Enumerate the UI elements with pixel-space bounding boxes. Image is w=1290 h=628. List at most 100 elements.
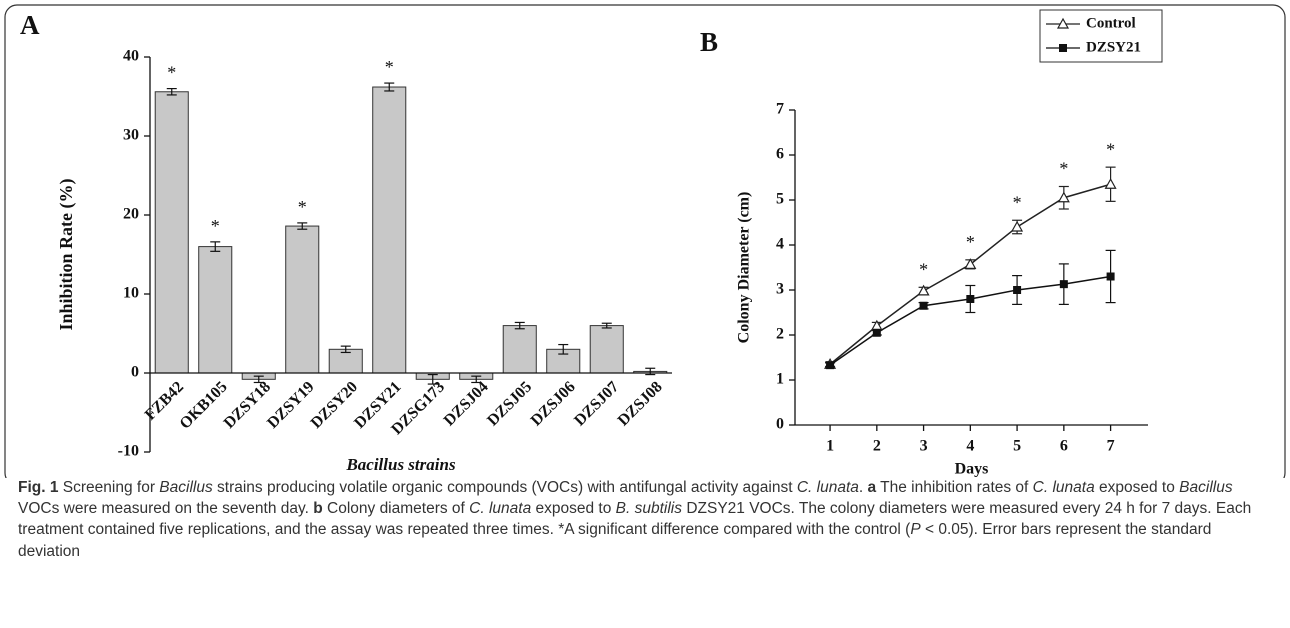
x-tick-label: 6 <box>1060 438 1068 455</box>
bar <box>589 325 624 374</box>
error-bar <box>427 373 438 385</box>
caption-text: Screening for <box>58 479 160 496</box>
bar <box>198 246 233 374</box>
caption-text: C. lunata <box>1032 479 1095 496</box>
x-tick-label: 7 <box>1107 438 1115 455</box>
point <box>1106 272 1115 281</box>
bar <box>502 325 537 374</box>
point <box>826 361 835 370</box>
x-tick-label: DZSY18 <box>221 378 275 432</box>
x-tick-label: 5 <box>1013 438 1021 455</box>
caption-text: strains producing volatile organic compo… <box>212 479 797 496</box>
panel-label: A <box>20 10 40 40</box>
x-tick-label: DZSY19 <box>264 378 318 432</box>
caption-text: B. subtilis <box>615 500 683 518</box>
y-tick-label: 1 <box>776 371 784 388</box>
point <box>1011 220 1024 232</box>
caption-text: The inhibition rates of <box>876 479 1033 496</box>
caption-text: C. lunata <box>796 479 859 496</box>
y-tick-label: 4 <box>776 236 784 253</box>
point <box>917 284 930 296</box>
significance-mark: * <box>1106 139 1115 159</box>
caption-text: < 0.05). Error bars represent the standa… <box>18 521 1212 560</box>
significance-mark: * <box>1059 159 1068 179</box>
point <box>1013 286 1022 294</box>
error-bar <box>601 322 612 329</box>
caption-text: VOCs were measured on the seventh day. <box>18 500 314 518</box>
caption: Fig. 1 Screening for Bacillus strains pr… <box>18 477 1276 562</box>
significance-mark: * <box>1013 192 1022 212</box>
legend-box <box>1039 9 1163 63</box>
y-tick-label: 20 <box>123 206 139 223</box>
significance-mark: * <box>966 232 975 252</box>
bar <box>372 86 407 374</box>
y-tick-label: 5 <box>776 191 784 208</box>
y-tick-label: 40 <box>123 48 139 65</box>
legend-marker <box>1059 44 1067 52</box>
error-bar <box>297 222 308 230</box>
caption-text: Bacillus <box>159 479 213 496</box>
bar <box>154 91 189 374</box>
caption-text: . <box>858 479 868 496</box>
significance-mark: * <box>385 57 394 77</box>
bar <box>285 225 320 374</box>
point <box>1104 178 1117 189</box>
point <box>919 301 928 310</box>
y-tick-label: 3 <box>776 281 784 298</box>
caption-text: Colony diameters of <box>322 500 470 518</box>
x-tick-label: DZSJ07 <box>571 378 622 429</box>
error-bar <box>514 321 525 330</box>
caption-text: exposed to <box>531 500 616 518</box>
caption-text: Bacillus <box>1179 479 1233 496</box>
figure-frame <box>4 4 1286 478</box>
error-bar <box>210 241 221 252</box>
x-tick-label: 1 <box>826 438 834 455</box>
caption-text: Fig. 1 <box>18 479 59 496</box>
point <box>1057 191 1070 203</box>
point <box>1059 280 1068 289</box>
y-axis-title: Inhibition Rate (%) <box>56 178 77 330</box>
error-bar <box>558 343 569 355</box>
caption-text: b <box>313 500 323 518</box>
x-tick-label: 4 <box>966 438 974 455</box>
y-tick-label: 0 <box>776 416 784 433</box>
error-bar <box>471 375 482 384</box>
legend-marker <box>1056 17 1070 29</box>
significance-mark: * <box>167 63 176 83</box>
error-bar <box>253 375 264 384</box>
legend-label: DZSY21 <box>1086 39 1141 55</box>
x-tick-label: 3 <box>920 438 928 455</box>
x-tick-label: 2 <box>873 438 881 455</box>
x-tick-label: DZSJ04 <box>441 378 492 429</box>
significance-mark: * <box>298 197 307 217</box>
x-tick-label: DZSJ06 <box>528 378 579 429</box>
series-line <box>829 183 1111 365</box>
caption-text: C. lunata <box>469 500 532 518</box>
point <box>872 328 881 337</box>
x-tick-label: OKB105 <box>177 378 231 432</box>
caption-text: a <box>867 479 877 496</box>
x-tick-label: DZSJ08 <box>615 378 666 429</box>
caption-text: P <box>910 521 921 539</box>
caption-text: DZSY21 VOCs. The colony diameters were m… <box>18 500 1252 539</box>
x-axis-title: Days <box>955 461 989 478</box>
x-tick-label: DZSY20 <box>308 378 362 432</box>
y-tick-label: 10 <box>123 285 139 302</box>
y-axis-title: Colony Diameter (cm) <box>736 192 753 344</box>
error-bar <box>384 82 395 92</box>
y-tick-label: 0 <box>131 364 139 381</box>
y-tick-label: 30 <box>123 127 139 144</box>
caption-text: exposed to <box>1094 479 1180 496</box>
y-tick-label: -10 <box>118 443 139 460</box>
error-bar <box>166 87 177 96</box>
panel-label: B <box>700 27 718 57</box>
significance-mark: * <box>919 259 928 279</box>
figure: A-10010203040*FZB42*OKB105DZSY18*DZSY19D… <box>4 4 1286 478</box>
error-bar <box>340 345 351 354</box>
x-tick-label: DZSJ05 <box>484 378 535 429</box>
x-axis-title: Bacillus strains <box>345 455 456 474</box>
y-tick-label: 6 <box>776 146 784 163</box>
legend-label: Control <box>1086 15 1136 31</box>
point <box>964 258 977 269</box>
